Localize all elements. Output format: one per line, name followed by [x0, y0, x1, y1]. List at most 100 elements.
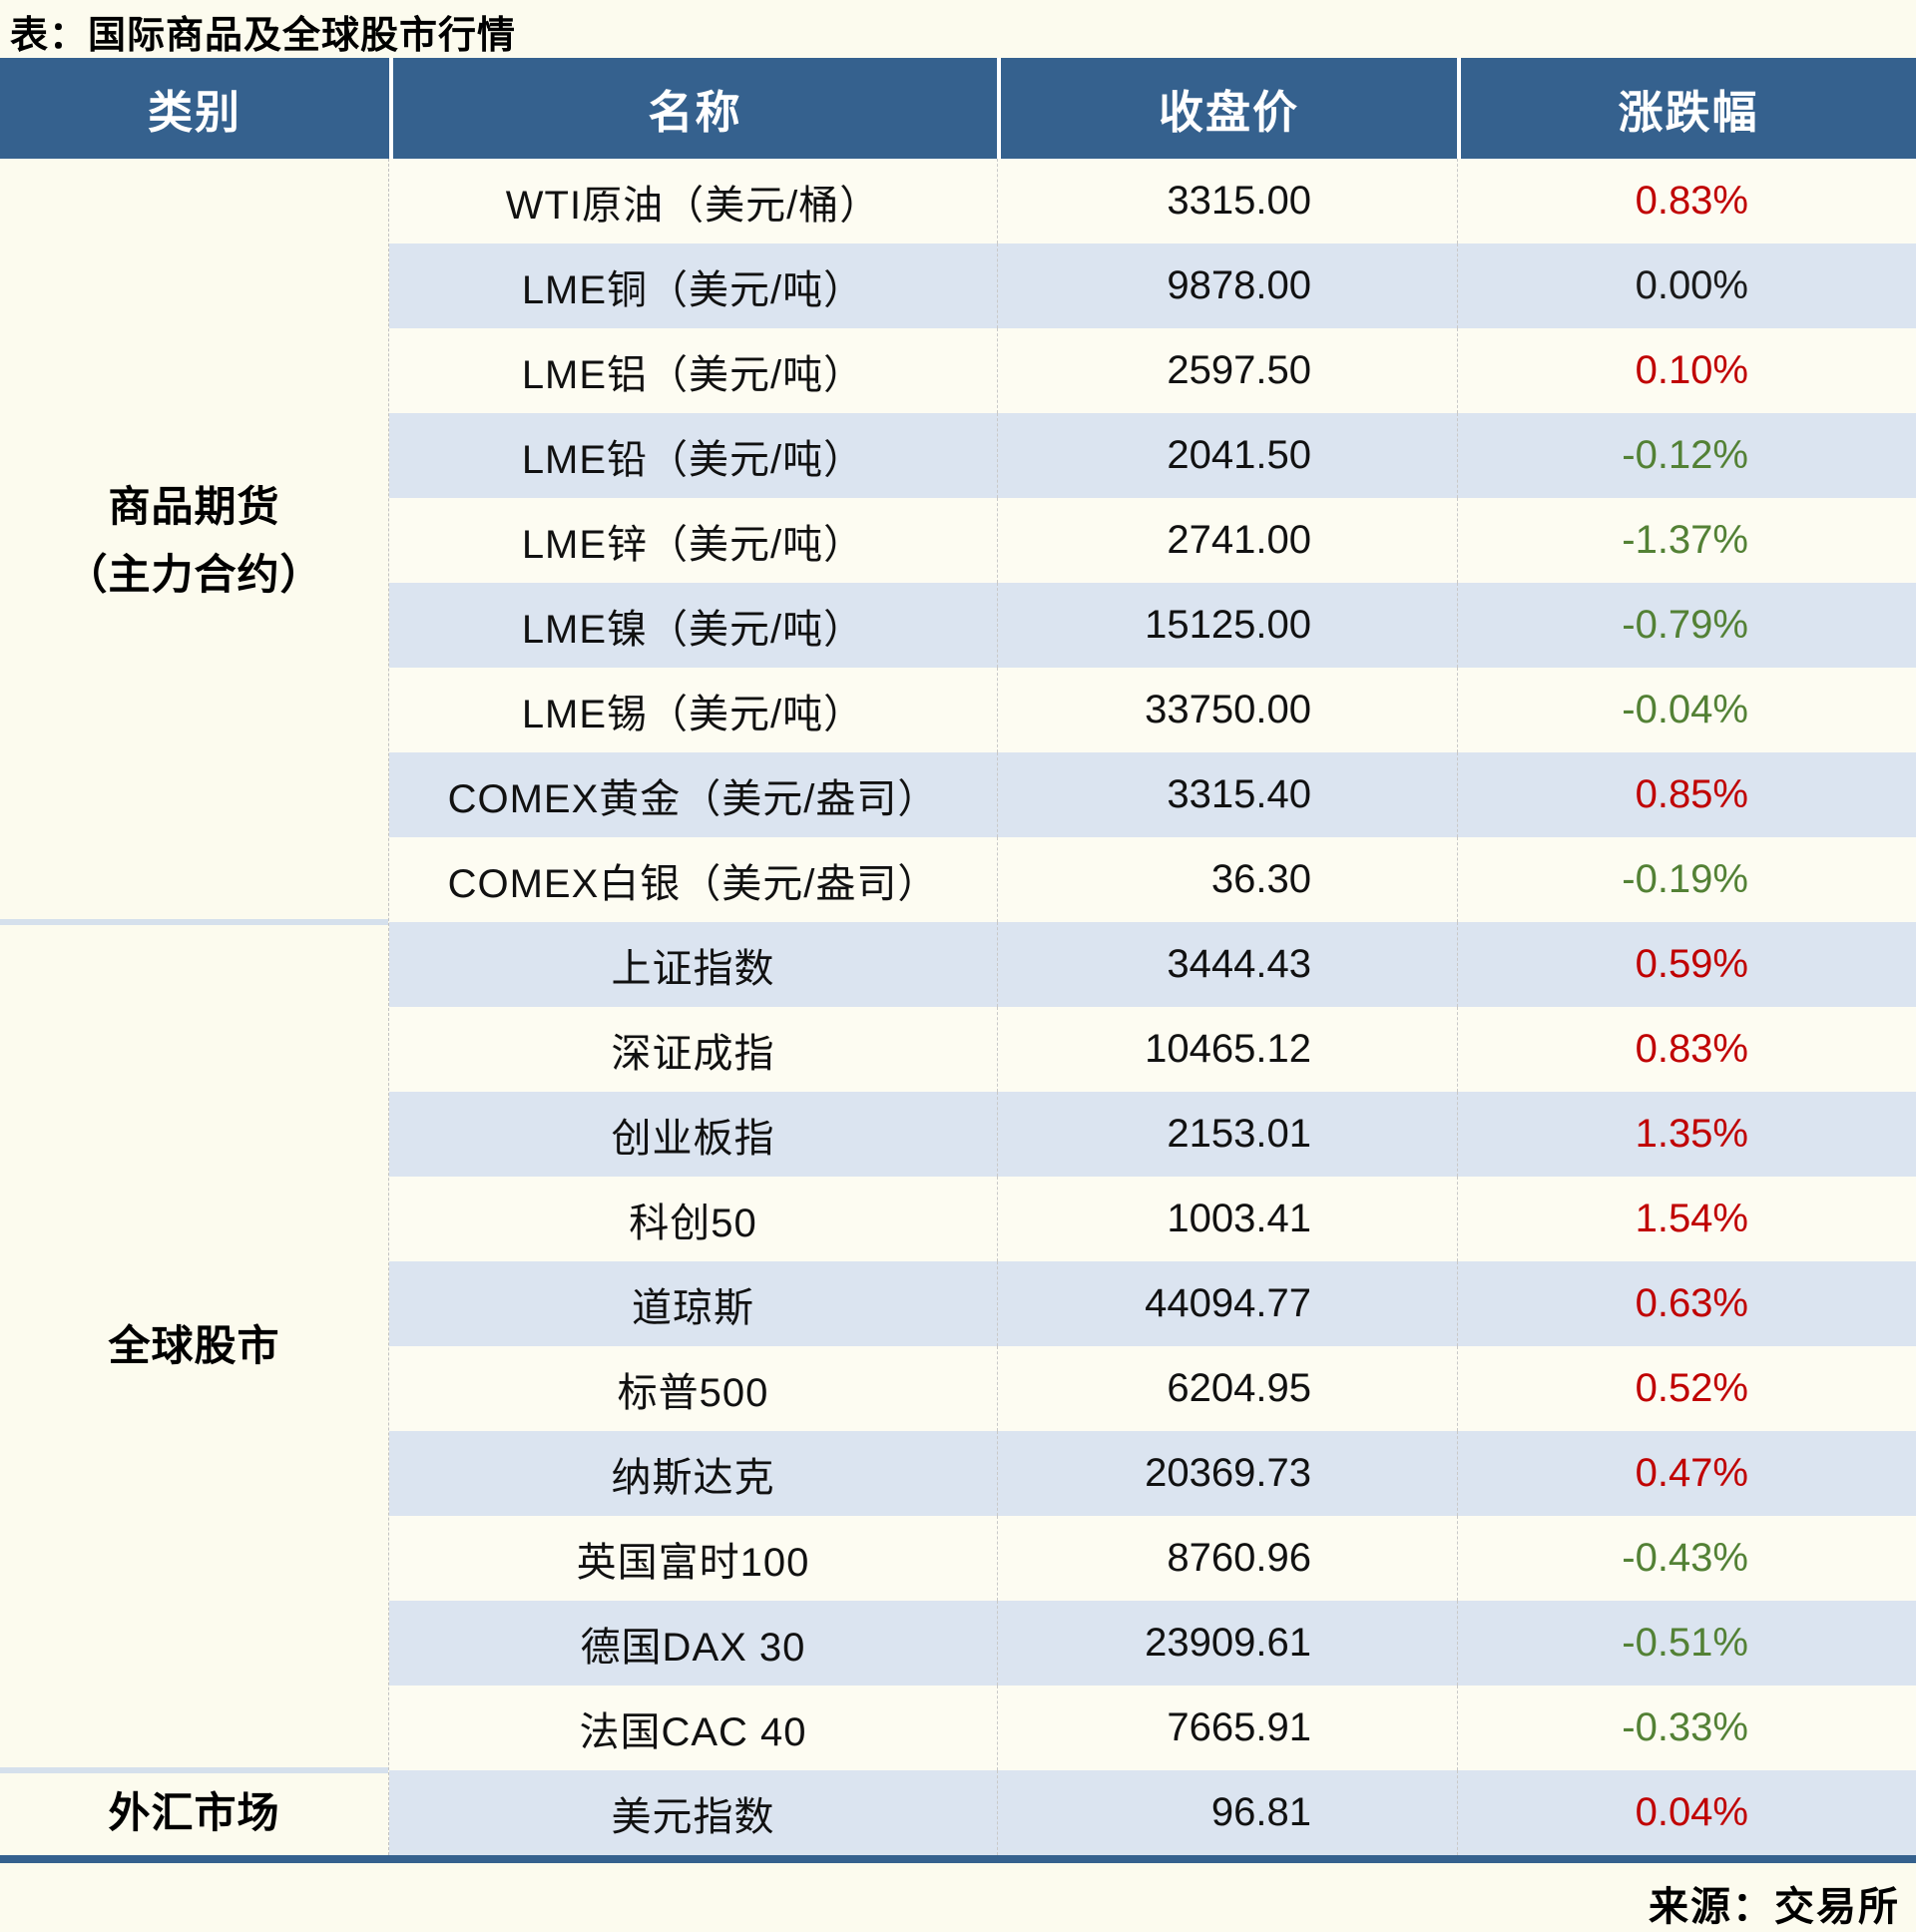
header-close: 收盘价 — [997, 58, 1457, 159]
name-cell: 上证指数 — [611, 946, 775, 991]
name-cell: COMEX白银（美元/盎司） — [447, 861, 939, 906]
table-row: LME锡（美元/吨） 33750.00 -0.04% — [389, 668, 1916, 752]
table-row: 标普500 6204.95 0.52% — [389, 1346, 1916, 1431]
change-cell: 0.63% — [1457, 1261, 1916, 1346]
name-cell: 美元指数 — [611, 1794, 775, 1839]
market-table: 类别 名称 收盘价 涨跌幅 商品期货 （主力合约） 全球股市外汇市场 WTI原油（美… — [0, 58, 1916, 1863]
table-row: 上证指数 3444.43 0.59% — [389, 922, 1916, 1007]
table-row: LME锌（美元/吨） 2741.00 -1.37% — [389, 498, 1916, 583]
name-cell: LME镍（美元/吨） — [521, 607, 865, 652]
change-cell: 0.59% — [1457, 922, 1916, 1007]
change-cell: -0.19% — [1457, 837, 1916, 922]
change-cell: 0.83% — [1457, 159, 1916, 243]
section-divider — [0, 1767, 388, 1773]
name-cell: LME铅（美元/吨） — [521, 437, 865, 482]
change-cell: 0.00% — [1457, 243, 1916, 328]
close-cell: 1003.41 — [997, 1177, 1457, 1261]
close-cell: 96.81 — [997, 1770, 1457, 1855]
table-row: 德国DAX 30 23909.61 -0.51% — [389, 1601, 1916, 1686]
close-cell: 2153.01 — [997, 1092, 1457, 1177]
name-cell: LME锌（美元/吨） — [521, 522, 865, 567]
name-cell: LME铜（美元/吨） — [521, 267, 865, 312]
name-cell: LME锡（美元/吨） — [521, 692, 865, 736]
category-cell: 外汇市场 — [0, 1770, 388, 1855]
category-cell: 商品期货 （主力合约） — [0, 159, 388, 922]
change-cell: -0.33% — [1457, 1686, 1916, 1770]
category-label-line: 商品期货 — [108, 483, 280, 531]
table-row: 创业板指 2153.01 1.35% — [389, 1092, 1916, 1177]
change-cell: 0.04% — [1457, 1770, 1916, 1855]
name-cell: 深证成指 — [611, 1031, 775, 1076]
header-name: 名称 — [389, 58, 997, 159]
category-label-line: （主力合约） — [65, 550, 323, 598]
change-cell: 0.47% — [1457, 1431, 1916, 1516]
table-row: 道琼斯 44094.77 0.63% — [389, 1261, 1916, 1346]
table-row: 英国富时100 8760.96 -0.43% — [389, 1516, 1916, 1601]
table-row: LME镍（美元/吨） 15125.00 -0.79% — [389, 583, 1916, 668]
close-cell: 15125.00 — [997, 583, 1457, 668]
change-cell: 0.10% — [1457, 328, 1916, 413]
name-cell: LME铝（美元/吨） — [521, 352, 865, 397]
source-note: 来源：交易所 — [1649, 1885, 1900, 1929]
table-header-row: 类别 名称 收盘价 涨跌幅 — [0, 58, 1916, 159]
table-row: LME铝（美元/吨） 2597.50 0.10% — [389, 328, 1916, 413]
category-cell: 全球股市 — [0, 922, 388, 1770]
table-row: 美元指数 96.81 0.04% — [389, 1770, 1916, 1855]
close-cell: 23909.61 — [997, 1601, 1457, 1686]
page-title: 表：国际商品及全球股市行情 — [10, 15, 517, 57]
change-cell: 1.54% — [1457, 1177, 1916, 1261]
name-cell: 标普500 — [617, 1370, 769, 1415]
change-cell: 0.83% — [1457, 1007, 1916, 1092]
change-cell: 1.35% — [1457, 1092, 1916, 1177]
name-cell: 科创50 — [629, 1201, 757, 1245]
header-category: 类别 — [147, 87, 241, 138]
section-divider — [0, 919, 388, 925]
header-change: 涨跌幅 — [1457, 58, 1916, 159]
name-cell: 英国富时100 — [576, 1540, 810, 1585]
change-cell: -0.51% — [1457, 1601, 1916, 1686]
close-cell: 44094.77 — [997, 1261, 1457, 1346]
close-cell: 3444.43 — [997, 922, 1457, 1007]
close-cell: 8760.96 — [997, 1516, 1457, 1601]
name-cell: 法国CAC 40 — [579, 1709, 807, 1754]
table-body: 商品期货 （主力合约） 全球股市外汇市场 WTI原油（美元/桶） 3315.00 0… — [0, 159, 1916, 1855]
change-cell: -1.37% — [1457, 498, 1916, 583]
close-cell: 3315.00 — [997, 159, 1457, 243]
change-cell: 0.52% — [1457, 1346, 1916, 1431]
close-cell: 20369.73 — [997, 1431, 1457, 1516]
table-row: 纳斯达克 20369.73 0.47% — [389, 1431, 1916, 1516]
table-row: COMEX白银（美元/盎司） 36.30 -0.19% — [389, 837, 1916, 922]
table-row: 法国CAC 40 7665.91 -0.33% — [389, 1686, 1916, 1770]
category-label-line: 外汇市场 — [108, 1788, 280, 1836]
category-column: 商品期货 （主力合约） 全球股市外汇市场 — [0, 159, 389, 1855]
change-cell: -0.79% — [1457, 583, 1916, 668]
table-row: LME铅（美元/吨） 2041.50 -0.12% — [389, 413, 1916, 498]
close-cell: 2741.00 — [997, 498, 1457, 583]
close-cell: 7665.91 — [997, 1686, 1457, 1770]
change-cell: -0.12% — [1457, 413, 1916, 498]
close-cell: 2597.50 — [997, 328, 1457, 413]
change-cell: 0.85% — [1457, 752, 1916, 837]
close-cell: 10465.12 — [997, 1007, 1457, 1092]
table-bottom-border — [0, 1855, 1916, 1863]
change-cell: -0.43% — [1457, 1516, 1916, 1601]
table-row: 科创50 1003.41 1.54% — [389, 1177, 1916, 1261]
name-cell: 德国DAX 30 — [580, 1625, 806, 1670]
table-row: COMEX黄金（美元/盎司） 3315.40 0.85% — [389, 752, 1916, 837]
name-cell: COMEX黄金（美元/盎司） — [447, 776, 939, 821]
close-cell: 3315.40 — [997, 752, 1457, 837]
table-row: LME铜（美元/吨） 9878.00 0.00% — [389, 243, 1916, 328]
name-cell: 创业板指 — [611, 1116, 775, 1161]
close-cell: 33750.00 — [997, 668, 1457, 752]
table-rows: WTI原油（美元/桶） 3315.00 0.83% LME铜（美元/吨） 987… — [389, 159, 1916, 1855]
category-label-line: 全球股市 — [108, 1322, 280, 1370]
close-cell: 36.30 — [997, 837, 1457, 922]
table-row: WTI原油（美元/桶） 3315.00 0.83% — [389, 159, 1916, 243]
close-cell: 9878.00 — [997, 243, 1457, 328]
change-cell: -0.04% — [1457, 668, 1916, 752]
name-cell: 道琼斯 — [632, 1285, 754, 1330]
name-cell: WTI原油（美元/桶） — [505, 183, 881, 228]
table-row: 深证成指 10465.12 0.83% — [389, 1007, 1916, 1092]
close-cell: 2041.50 — [997, 413, 1457, 498]
name-cell: 纳斯达克 — [611, 1455, 775, 1500]
